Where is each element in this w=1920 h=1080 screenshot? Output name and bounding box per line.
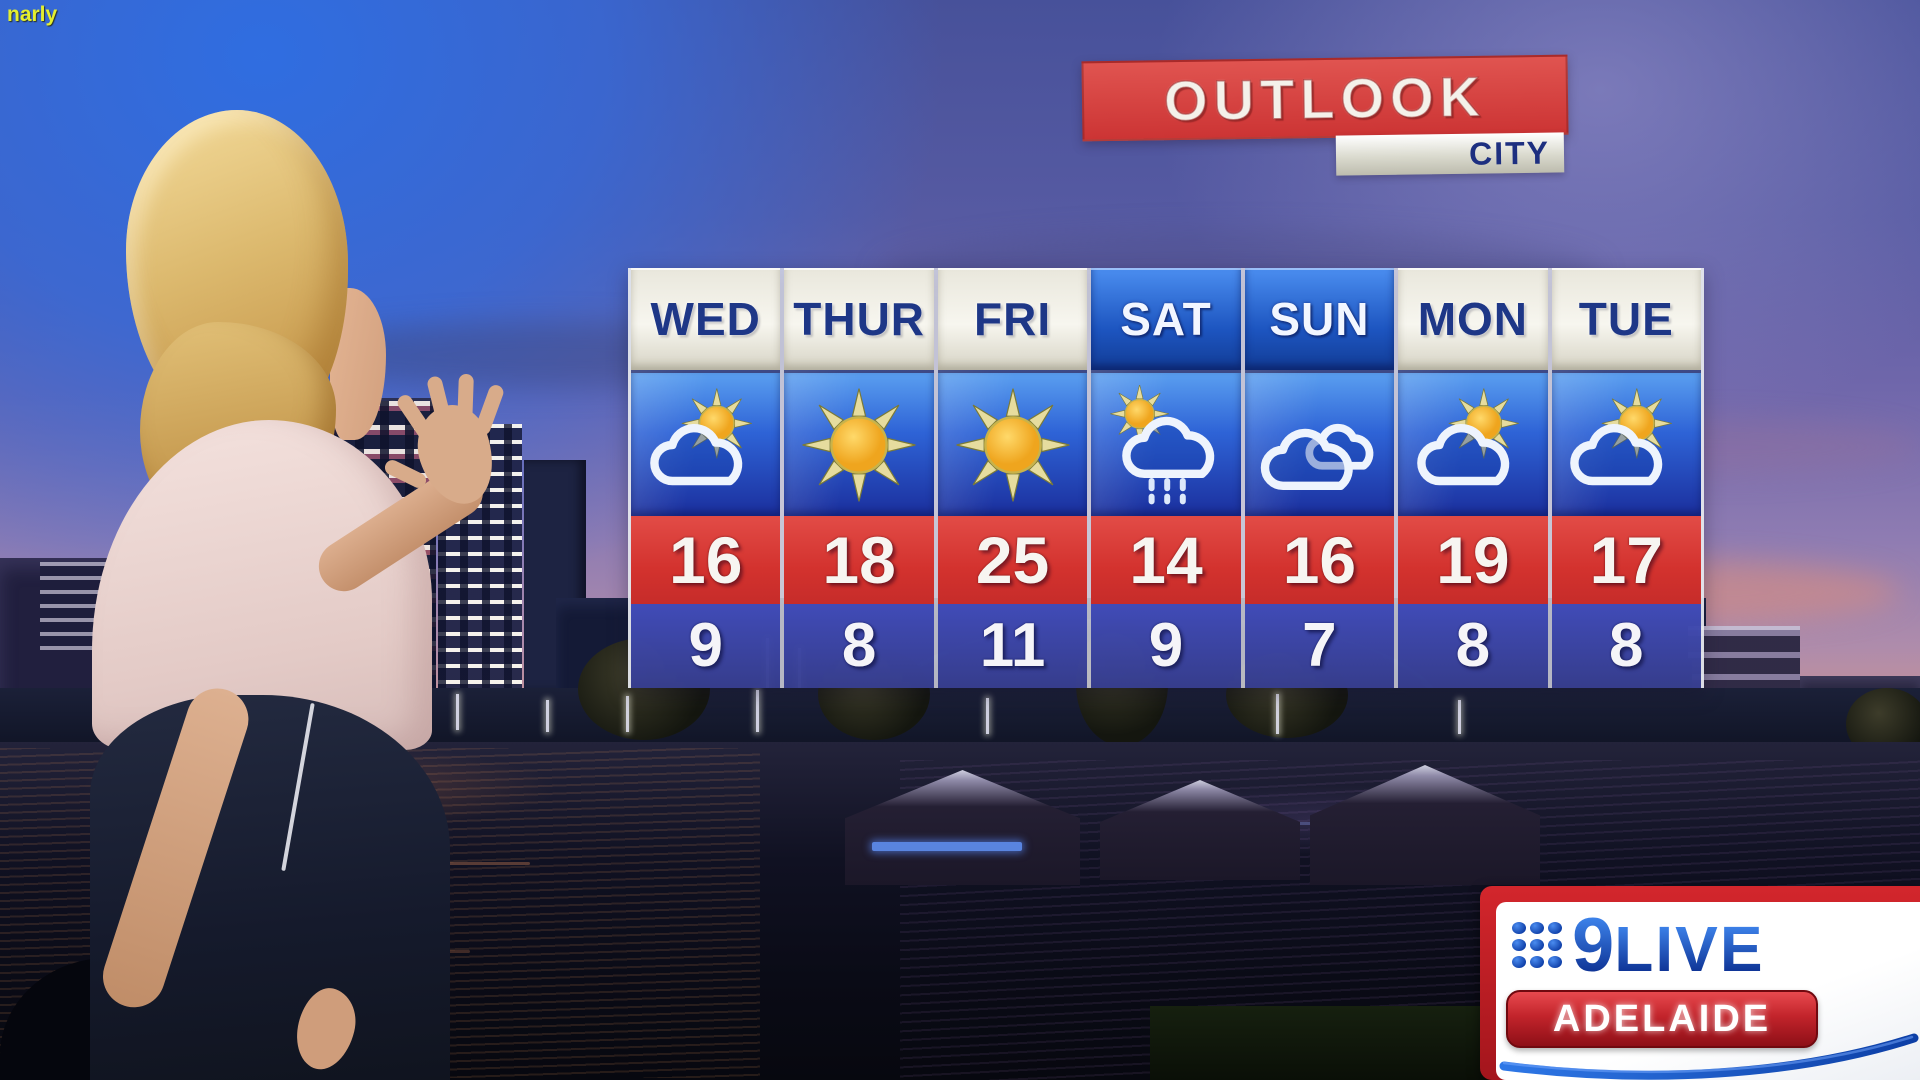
forecast-column-thur: THUR 18 8 xyxy=(784,268,934,688)
forecast-column-sat: SAT 14 9 xyxy=(1091,268,1241,688)
city-banner: CITY xyxy=(1335,132,1565,176)
lamp-post xyxy=(986,698,989,734)
lamp-post xyxy=(626,696,629,732)
light-streak xyxy=(1240,822,1370,825)
icon-cell xyxy=(937,370,1088,516)
cloudy-icon xyxy=(1259,385,1379,505)
logo-dot xyxy=(1548,922,1562,934)
day-header: FRI xyxy=(937,268,1088,370)
finger xyxy=(473,383,506,437)
icon-cell xyxy=(631,370,781,516)
logo-dot xyxy=(1512,939,1526,951)
city-plate-label: ADELAIDE xyxy=(1552,997,1772,1040)
watermark: narly xyxy=(7,3,58,26)
location-label: CITY xyxy=(1468,134,1551,172)
high-temp: 18 xyxy=(784,516,934,604)
sunny-icon xyxy=(799,385,919,505)
finger xyxy=(457,373,474,427)
icon-cell xyxy=(1091,370,1241,516)
icon-cell xyxy=(1551,370,1701,516)
swoosh-icon xyxy=(1499,1033,1919,1080)
logo-dot xyxy=(1530,956,1544,968)
partly-cloudy-icon xyxy=(1566,385,1686,505)
sunny-icon xyxy=(953,385,1073,505)
forecast-board: WED 16 9 THUR 18 8 FRI 25 11 SAT 14 9 SUN 16 7 MON … xyxy=(628,268,1704,688)
lamp-post xyxy=(546,700,549,732)
low-temp: 9 xyxy=(631,604,781,688)
high-temp: 17 xyxy=(1551,516,1701,604)
outlook-banner: OUTLOOK xyxy=(1081,54,1569,142)
high-temp: 25 xyxy=(937,516,1088,604)
logo-dot xyxy=(1512,922,1526,934)
lamp-post xyxy=(1458,700,1461,734)
low-temp: 8 xyxy=(1398,604,1548,688)
low-temp: 11 xyxy=(937,604,1088,688)
outlook-title: OUTLOOK xyxy=(1163,64,1487,133)
lamp-post xyxy=(456,694,459,730)
nine-dots-icon xyxy=(1512,922,1562,969)
high-temp: 16 xyxy=(631,516,781,604)
icon-cell xyxy=(1244,370,1395,516)
shower-icon xyxy=(1106,384,1226,505)
channel-logo-card: 9 LIVE ADELAIDE xyxy=(1496,902,1920,1080)
low-temp: 7 xyxy=(1244,604,1395,688)
lamp-post xyxy=(756,690,759,732)
high-temp: 19 xyxy=(1398,516,1548,604)
lit-sign xyxy=(872,842,1022,851)
nine-logo: 9 xyxy=(1572,903,1615,988)
logo-dot xyxy=(1548,939,1562,951)
light-streak xyxy=(420,862,530,865)
day-header: WED xyxy=(631,268,781,370)
day-header: TUE xyxy=(1551,268,1701,370)
channel-wordmark: 9 LIVE xyxy=(1572,902,1765,989)
logo-dot xyxy=(1530,939,1544,951)
logo-dot xyxy=(1548,956,1562,968)
live-wordmark: LIVE xyxy=(1614,913,1765,985)
lamp-post xyxy=(1276,694,1279,734)
day-header: MON xyxy=(1398,268,1548,370)
partly-cloudy-icon xyxy=(646,385,766,505)
low-temp: 9 xyxy=(1091,604,1241,688)
day-header: SUN xyxy=(1244,268,1395,370)
logo-dot xyxy=(1530,922,1544,934)
icon-cell xyxy=(1398,370,1548,516)
channel-logo: 9 LIVE ADELAIDE xyxy=(1480,886,1920,1080)
forecast-column-wed: WED 16 9 xyxy=(631,268,781,688)
forecast-column-fri: FRI 25 11 xyxy=(937,268,1088,688)
low-temp: 8 xyxy=(784,604,934,688)
partly-cloudy-icon xyxy=(1413,385,1533,505)
high-temp: 14 xyxy=(1091,516,1241,604)
forecast-column-sun: SUN 16 7 xyxy=(1244,268,1395,688)
forecast-column-tue: TUE 17 8 xyxy=(1551,268,1701,688)
day-header: SAT xyxy=(1091,268,1241,370)
city-plate: ADELAIDE xyxy=(1506,990,1818,1048)
logo-dot xyxy=(1512,956,1526,968)
low-temp: 8 xyxy=(1551,604,1701,688)
high-temp: 16 xyxy=(1244,516,1395,604)
forecast-column-mon: MON 19 8 xyxy=(1398,268,1548,688)
icon-cell xyxy=(784,370,934,516)
day-header: THUR xyxy=(784,268,934,370)
